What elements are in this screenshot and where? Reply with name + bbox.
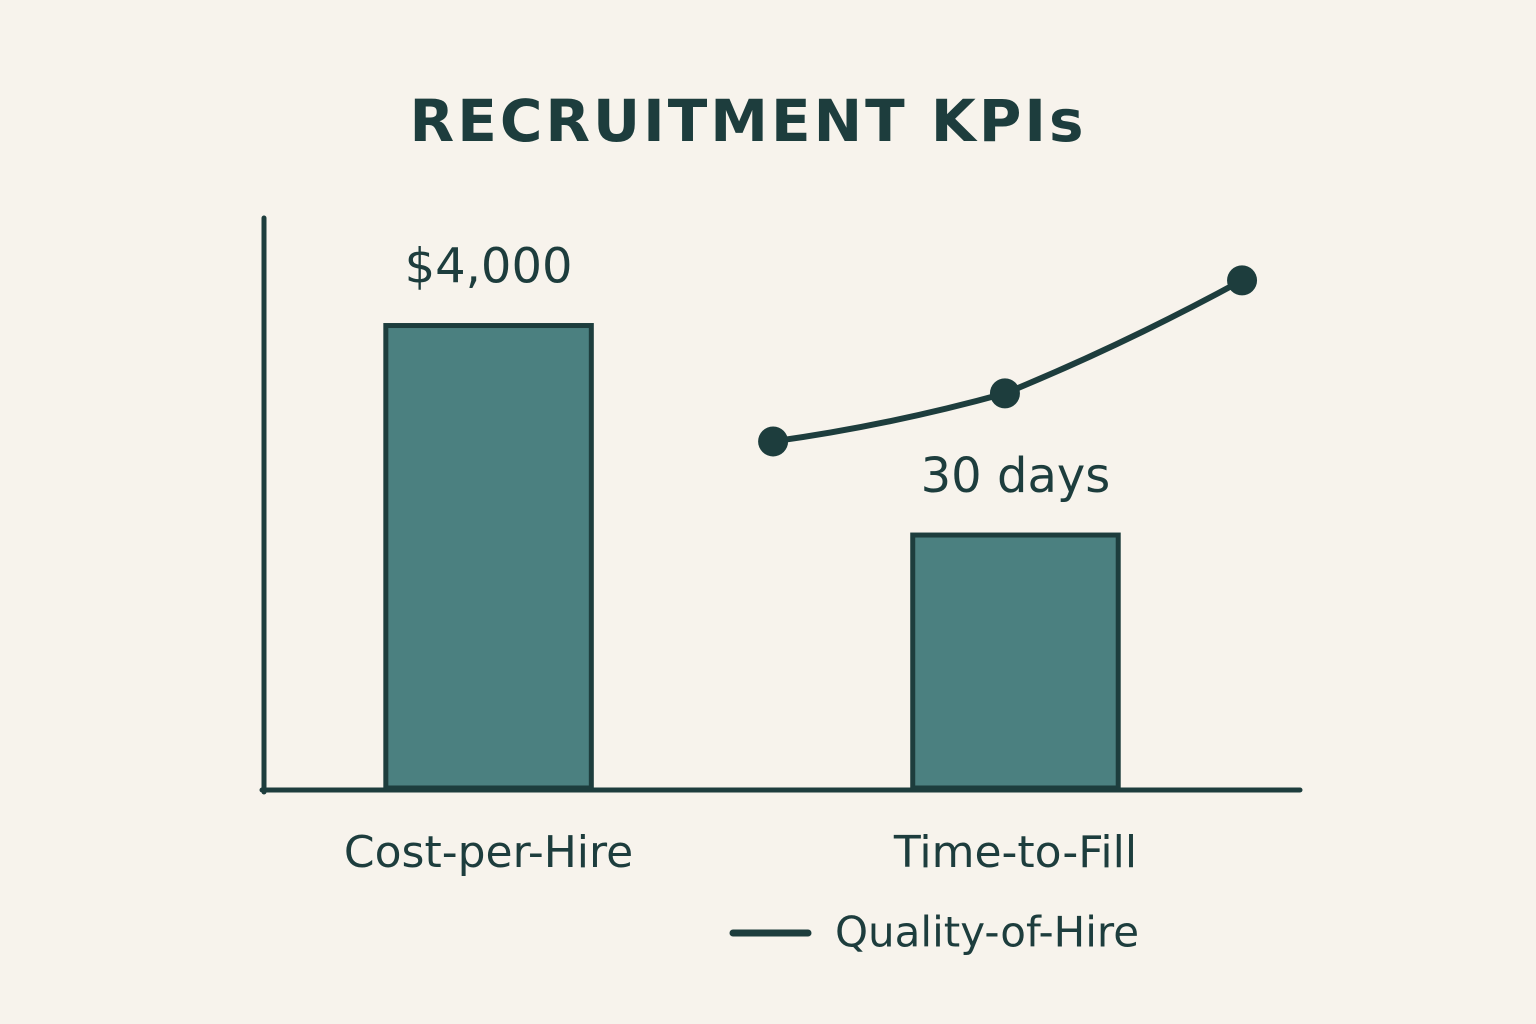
- line-point: [989, 378, 1020, 409]
- bar: [910, 532, 1121, 791]
- legend-label: Quality-of-Hire: [835, 908, 1139, 957]
- line-point: [1227, 265, 1258, 296]
- chart-title: RECRUITMENT KPIs: [410, 87, 1087, 155]
- bar: [383, 323, 594, 791]
- x-tick-label: Time-to-Fill: [893, 827, 1137, 878]
- value-label: 30 days: [921, 448, 1111, 504]
- x-tick-label: Cost-per-Hire: [344, 827, 633, 878]
- line-point: [758, 426, 789, 457]
- value-label: $4,000: [405, 239, 573, 295]
